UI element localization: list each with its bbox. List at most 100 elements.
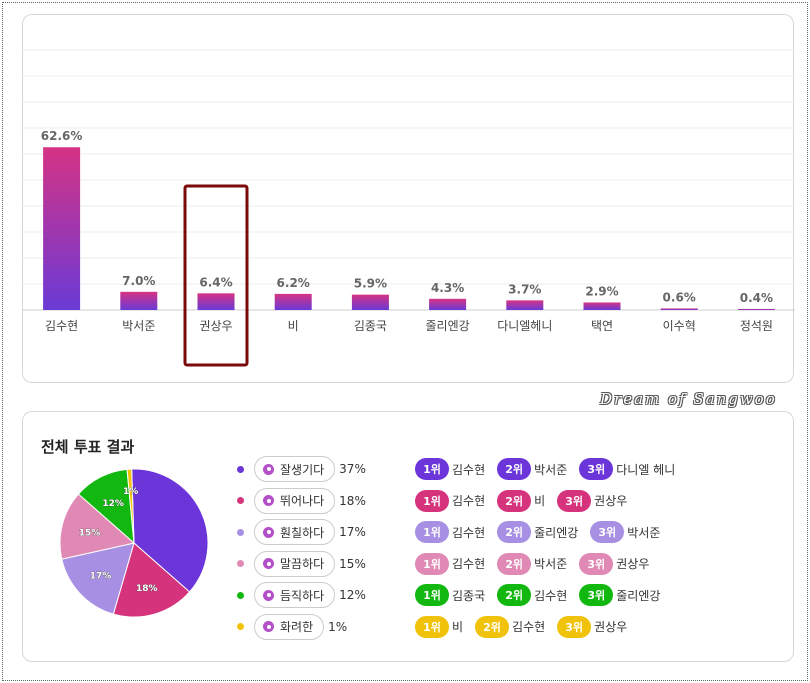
watermark: Dream of Sangwoo [600, 390, 777, 408]
legend-label: 화려한 [280, 620, 314, 634]
ranking-item[interactable]: 3위 줄리엔강 [579, 584, 660, 606]
rank-name: 비 [534, 494, 546, 508]
category-label: 권상우 [199, 319, 232, 333]
ranking-row: 1위 김종국 2위 김수현 3위 줄리엔강 [415, 584, 672, 606]
legend-percent: 1% [328, 619, 348, 634]
category-label: 박서준 [122, 319, 155, 333]
rank-name: 김수현 [452, 525, 486, 540]
bar-value-label: 0.4% [740, 291, 773, 305]
ranking-item[interactable]: 1위 김수현 [415, 458, 485, 480]
legend-item[interactable]: 말끔하다 15% [237, 550, 366, 577]
ranking-item[interactable]: 3위 권상우 [557, 615, 627, 638]
bar-박서준[interactable] [120, 291, 158, 310]
pie-slice-label: 12% [102, 499, 124, 509]
bar-택연[interactable] [583, 302, 621, 310]
legend-percent: 15% [339, 556, 366, 571]
rank-name: 김종국 [452, 588, 486, 603]
bar-정석원[interactable] [737, 308, 775, 310]
rank-badge: 3위 [579, 584, 614, 606]
rank-name: 김수현 [512, 620, 546, 634]
ranking-row: 1위 김수현 2위 박서준 3위 권상우 [415, 552, 661, 575]
rank-badge: 2위 [475, 615, 510, 638]
legend-pill[interactable]: 화려한 [254, 613, 325, 640]
ranking-item[interactable]: 3위 다니엘 헤니 [579, 458, 675, 480]
legend-pill[interactable]: 잘생기다 [254, 456, 336, 482]
bar-value-label: 7.0% [122, 274, 155, 288]
ranking-item[interactable]: 3위 박서준 [590, 521, 660, 543]
pie-slice-잘생기다[interactable] [131, 468, 209, 593]
ranking-item[interactable]: 2위 줄리엔강 [497, 521, 578, 543]
category-label: 다니엘헤니 [497, 319, 552, 333]
ranking-item[interactable]: 1위 김수현 [415, 552, 486, 575]
bar-김종국[interactable] [351, 294, 389, 310]
flower-icon [263, 589, 274, 601]
bar-이수혁[interactable] [660, 308, 698, 310]
pie-slice-label: 1% [123, 487, 138, 497]
flower-icon [263, 463, 274, 475]
rank-badge: 1위 [415, 552, 449, 575]
legend-item[interactable]: 화려한 1% [237, 613, 348, 640]
rank-badge: 3위 [557, 489, 592, 512]
rank-badge: 1위 [415, 521, 449, 543]
rank-badge: 3위 [579, 458, 614, 480]
ranking-item[interactable]: 2위 비 [497, 489, 546, 512]
legend-item[interactable]: 잘생기다 37% [237, 456, 366, 482]
rank-name: 박서준 [627, 525, 661, 540]
legend-item[interactable]: 훤칠하다 17% [237, 519, 366, 545]
legend-item[interactable]: 듬직하다 12% [237, 582, 366, 608]
flower-icon [263, 621, 274, 632]
bar-chart: 62.6% 김수현 7.0% 박서준 6.4% 권상우 6.2% 비 5.9% 김종국 4.3% 줄리… [23, 49, 795, 367]
rank-name: 줄리엔강 [534, 525, 579, 540]
legend-pill[interactable]: 뛰어나다 [254, 487, 336, 514]
ranking-item[interactable]: 2위 김수현 [497, 584, 567, 606]
bar-value-label: 4.3% [431, 281, 464, 295]
bar-김수현[interactable] [43, 147, 81, 310]
ranking-item[interactable]: 3위 권상우 [579, 552, 650, 575]
rank-badge: 2위 [497, 552, 532, 575]
legend-dot [237, 623, 244, 630]
bar-value-label: 0.6% [663, 290, 696, 304]
rank-name: 김수현 [452, 462, 486, 477]
ranking-item[interactable]: 2위 박서준 [497, 552, 567, 575]
rank-badge: 2위 [497, 521, 532, 543]
rank-badge: 2위 [497, 584, 532, 606]
ranking-item[interactable]: 3위 권상우 [557, 489, 627, 512]
pie-slice-label: 18% [136, 584, 158, 594]
pie-slice-훤칠하다[interactable] [61, 542, 135, 615]
bar-줄리엔강[interactable] [429, 298, 467, 310]
legend-dot [237, 528, 244, 536]
legend-item[interactable]: 뛰어나다 18% [237, 487, 366, 514]
pie-chart-card: 전체 투표 결과 18% 17% 15% 12% 1% 잘생기다 37% 뛰어나다 18% 훤칠… [22, 411, 794, 662]
ranking-item[interactable]: 2위 박서준 [497, 458, 567, 480]
pie-slice-뛰어나다[interactable] [112, 542, 191, 618]
legend-label: 듬직하다 [280, 588, 325, 603]
pie-slice-화려한[interactable] [126, 468, 135, 544]
ranking-row: 1위 비 2위 김수현 3위 권상우 [415, 615, 639, 638]
rank-badge: 2위 [497, 489, 532, 512]
pie-slice-말끔하다[interactable] [59, 493, 136, 560]
legend-pill[interactable]: 말끔하다 [254, 550, 336, 577]
category-label: 정석원 [740, 319, 773, 333]
rank-name: 권상우 [616, 557, 650, 571]
rank-name: 김수현 [452, 557, 486, 571]
category-label: 김종국 [354, 319, 387, 333]
bar-다니엘헤니[interactable] [506, 300, 544, 310]
legend-pill[interactable]: 훤칠하다 [254, 519, 336, 545]
ranking-item[interactable]: 1위 비 [415, 615, 463, 638]
ranking-item[interactable]: 1위 김수현 [415, 521, 485, 543]
legend-label: 말끔하다 [280, 557, 325, 571]
bar-권상우[interactable] [197, 293, 235, 310]
ranking-row: 1위 김수현 2위 박서준 3위 다니엘 헤니 [415, 458, 687, 480]
ranking-item[interactable]: 2위 김수현 [475, 615, 546, 638]
bar-value-label: 6.2% [277, 276, 310, 290]
legend-dot [237, 591, 244, 599]
legend-label: 훤칠하다 [280, 525, 325, 540]
ranking-item[interactable]: 1위 김종국 [415, 584, 485, 606]
rank-name: 박서준 [534, 462, 568, 477]
legend-pill[interactable]: 듬직하다 [254, 582, 336, 608]
category-label: 김수현 [45, 319, 78, 333]
pie-panel-title: 전체 투표 결과 [41, 438, 135, 456]
bar-비[interactable] [274, 293, 312, 310]
flower-icon [263, 495, 274, 506]
ranking-item[interactable]: 1위 김수현 [415, 489, 485, 512]
